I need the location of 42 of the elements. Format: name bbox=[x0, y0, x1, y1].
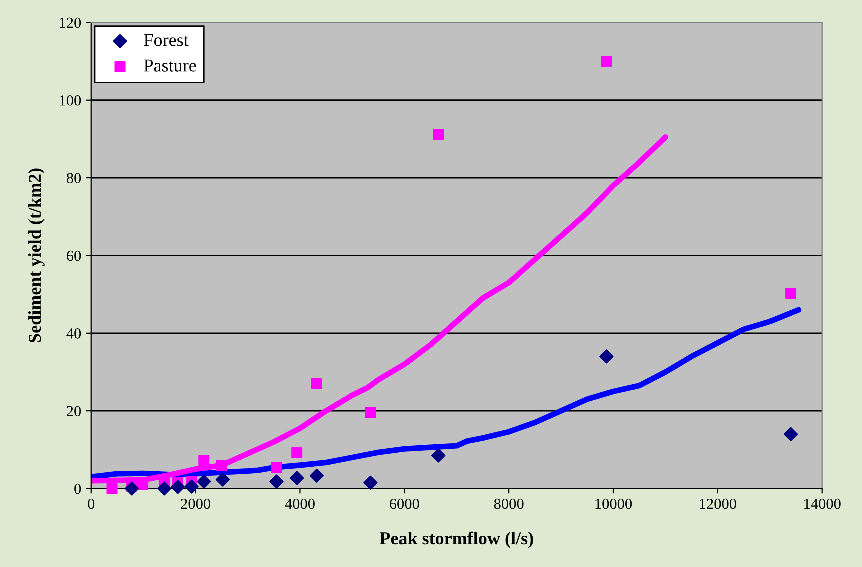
point bbox=[157, 482, 172, 496]
point bbox=[216, 460, 228, 471]
point bbox=[106, 483, 118, 494]
x-tick-label: 0 bbox=[88, 498, 95, 510]
y-tick-label: 20 bbox=[67, 406, 82, 417]
y-tick-label: 60 bbox=[67, 250, 82, 262]
point bbox=[271, 462, 282, 474]
x-tick-label: 8000 bbox=[494, 498, 524, 510]
point bbox=[433, 129, 444, 140]
legend-label: Pasture bbox=[144, 60, 196, 72]
point bbox=[600, 350, 614, 364]
point bbox=[270, 474, 284, 489]
point bbox=[125, 482, 140, 496]
point bbox=[170, 480, 186, 494]
x-tick-label: 14000 bbox=[804, 498, 841, 510]
point bbox=[198, 455, 210, 466]
point bbox=[432, 448, 446, 463]
point bbox=[601, 56, 612, 68]
y-axis-title: Sediment yield (t/km2) bbox=[28, 168, 45, 343]
y-tick-label: 40 bbox=[66, 328, 82, 339]
x-tick-label: 10000 bbox=[596, 498, 632, 510]
point bbox=[292, 448, 303, 459]
point bbox=[290, 471, 304, 486]
y-tick-label: 120 bbox=[60, 18, 82, 28]
y-tick-label: 0 bbox=[74, 484, 82, 494]
x-axis-title: Peak stormflow (l/s) bbox=[380, 532, 534, 548]
point bbox=[216, 472, 230, 487]
x-tick-label: 12000 bbox=[700, 498, 736, 510]
point bbox=[184, 480, 199, 494]
x-tick-label: 4000 bbox=[285, 498, 315, 510]
point bbox=[310, 468, 324, 483]
legend-label: Forest bbox=[144, 34, 189, 46]
point bbox=[197, 474, 212, 489]
point bbox=[364, 476, 378, 490]
x-tick-label: 2000 bbox=[181, 498, 210, 510]
point bbox=[786, 288, 797, 300]
y-tick-label: 80 bbox=[66, 173, 82, 184]
point bbox=[311, 378, 322, 390]
point bbox=[365, 407, 376, 418]
y-tick-label: 100 bbox=[60, 96, 82, 106]
point bbox=[784, 427, 798, 442]
x-tick-label: 6000 bbox=[390, 498, 420, 510]
